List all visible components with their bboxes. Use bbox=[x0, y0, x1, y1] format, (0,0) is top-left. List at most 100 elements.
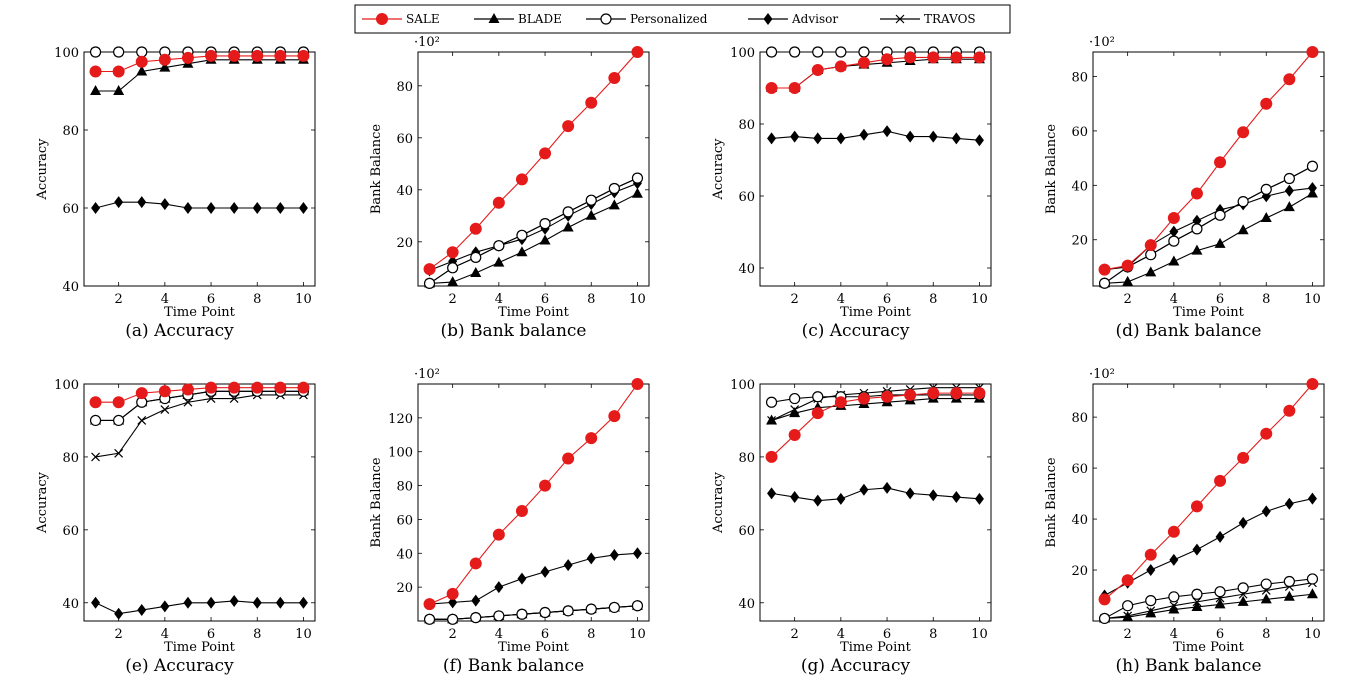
data-point bbox=[90, 85, 102, 95]
data-point bbox=[765, 396, 778, 408]
data-point bbox=[609, 548, 619, 561]
series-advisor bbox=[1100, 492, 1317, 602]
data-point bbox=[252, 596, 262, 609]
series-personalized bbox=[423, 172, 644, 289]
series-line-personalized bbox=[429, 605, 638, 620]
legend-marker-advisor bbox=[763, 13, 773, 25]
data-point bbox=[471, 594, 481, 607]
data-point bbox=[1191, 244, 1203, 255]
series-line-sale bbox=[1104, 51, 1313, 271]
data-point bbox=[608, 601, 620, 614]
data-point bbox=[563, 559, 573, 572]
series-advisor bbox=[767, 481, 984, 507]
y-axis-label: Accuracy bbox=[711, 138, 726, 201]
data-point bbox=[136, 65, 148, 76]
series-line-blade bbox=[95, 59, 304, 92]
panel-a: 2 4 6 8 10 40 60 80 100 Time Point Accuracy (a) Acc… bbox=[35, 46, 316, 341]
y-tick-label: 40 bbox=[738, 262, 755, 277]
data-point bbox=[1168, 603, 1180, 614]
y-tick-label: 100 bbox=[388, 446, 413, 461]
data-point bbox=[1283, 73, 1296, 86]
y-tick-label: 120 bbox=[388, 412, 413, 427]
x-tick-label: 4 bbox=[1170, 292, 1178, 307]
data-point bbox=[205, 381, 218, 394]
data-point bbox=[160, 198, 170, 211]
data-point bbox=[1190, 187, 1203, 200]
series-line-personalized bbox=[1104, 165, 1313, 284]
y-multiplier: ·10² bbox=[414, 367, 440, 382]
data-point bbox=[585, 209, 597, 220]
series-personalized bbox=[1098, 573, 1319, 625]
y-tick-label: 100 bbox=[54, 46, 79, 61]
data-point bbox=[158, 53, 171, 66]
x-tick-label: 6 bbox=[541, 292, 549, 307]
data-point bbox=[492, 196, 505, 209]
y-tick-label: 40 bbox=[1071, 513, 1088, 528]
data-point bbox=[160, 600, 170, 613]
data-point bbox=[765, 450, 778, 463]
data-point bbox=[585, 432, 598, 445]
data-point bbox=[1145, 607, 1157, 618]
data-point bbox=[882, 125, 892, 138]
x-tick-label: 10 bbox=[295, 292, 312, 307]
data-point bbox=[516, 608, 528, 620]
data-point bbox=[1098, 593, 1111, 606]
series-line-blade bbox=[771, 398, 980, 421]
series-line-advisor bbox=[95, 600, 304, 615]
x-tick-label: 4 bbox=[495, 292, 503, 307]
data-point bbox=[1214, 474, 1227, 487]
data-point bbox=[206, 596, 216, 609]
data-point bbox=[765, 82, 778, 94]
data-point bbox=[1098, 277, 1111, 289]
series-line-advisor bbox=[429, 552, 638, 605]
data-point bbox=[539, 234, 551, 245]
data-point bbox=[1144, 548, 1157, 561]
panel-c: 2 4 6 8 10 40 60 80 100 Time Point Accuracy (c) Acc… bbox=[711, 46, 992, 341]
x-tick-label: 8 bbox=[929, 627, 937, 642]
y-tick-label: 60 bbox=[1071, 462, 1088, 477]
series-line-sale bbox=[429, 51, 638, 270]
data-point bbox=[1214, 209, 1226, 221]
y-tick-label: 40 bbox=[738, 597, 755, 612]
x-tick-label: 4 bbox=[495, 627, 503, 642]
legend-marker-sale bbox=[376, 13, 388, 25]
data-point bbox=[113, 414, 125, 427]
data-point bbox=[206, 202, 216, 214]
y-tick-label: 80 bbox=[1071, 411, 1088, 426]
data-point bbox=[1098, 263, 1111, 276]
data-point bbox=[1237, 582, 1249, 594]
data-point bbox=[229, 202, 239, 214]
x-tick-label: 10 bbox=[971, 627, 988, 642]
data-point bbox=[469, 222, 482, 235]
x-tick-label: 2 bbox=[1124, 627, 1132, 642]
y-tick-label: 40 bbox=[1071, 179, 1088, 194]
x-tick-label: 8 bbox=[587, 627, 595, 642]
data-point bbox=[1191, 588, 1203, 600]
data-point bbox=[789, 407, 801, 418]
data-point bbox=[137, 604, 147, 617]
data-point bbox=[1146, 564, 1156, 577]
y-tick-label: 60 bbox=[396, 513, 413, 528]
data-point bbox=[1192, 214, 1202, 227]
data-point bbox=[135, 55, 148, 68]
legend-label-personalized: Personalized bbox=[630, 12, 708, 26]
data-point bbox=[229, 594, 239, 607]
data-point bbox=[298, 202, 308, 214]
data-point bbox=[1098, 612, 1111, 625]
data-point bbox=[91, 452, 100, 462]
y-tick-label: 40 bbox=[62, 280, 79, 295]
legend: SALE BLADE Personalized Advisor TRAVOS bbox=[354, 4, 1011, 34]
data-point bbox=[836, 132, 846, 145]
data-point bbox=[834, 60, 847, 73]
data-point bbox=[631, 172, 644, 184]
data-point bbox=[470, 612, 482, 624]
data-point bbox=[608, 199, 620, 210]
panel-b-frame bbox=[417, 51, 650, 287]
data-point bbox=[562, 120, 575, 133]
series-sale bbox=[765, 387, 986, 463]
panel-caption: (e) Accuracy bbox=[125, 656, 234, 676]
data-point bbox=[160, 405, 170, 414]
data-point bbox=[1191, 600, 1203, 611]
data-point bbox=[136, 46, 148, 58]
data-point bbox=[859, 483, 869, 496]
